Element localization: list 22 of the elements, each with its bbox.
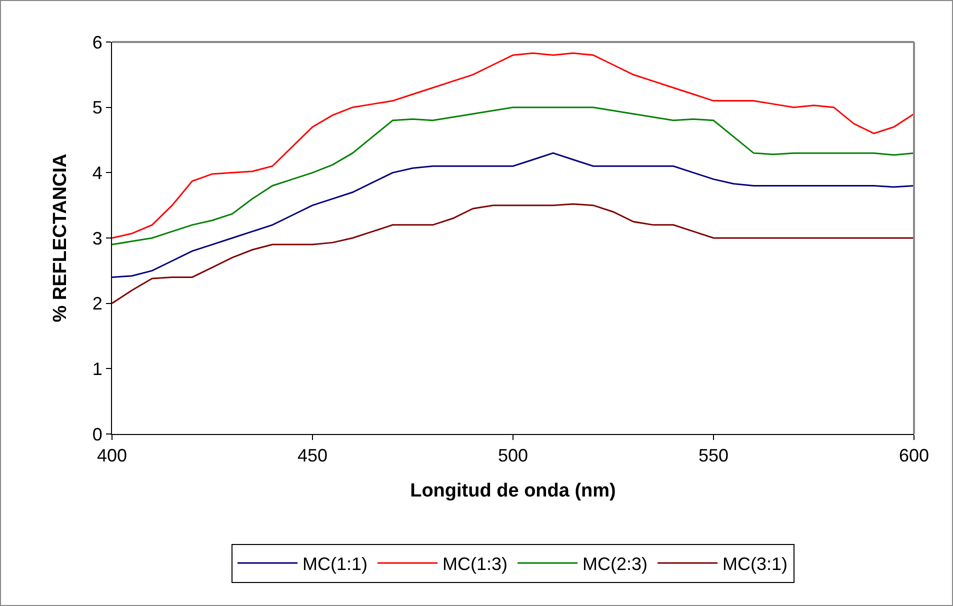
legend-label: MC(2:3) xyxy=(582,554,648,574)
y-tick-label: 2 xyxy=(92,294,102,314)
y-tick-label: 5 xyxy=(92,98,102,118)
y-tick-label: 3 xyxy=(92,228,102,248)
x-tick-label: 600 xyxy=(898,446,930,466)
x-tick-label: 500 xyxy=(498,446,528,466)
y-tick-label: 6 xyxy=(92,32,102,52)
y-tick-label: 0 xyxy=(92,424,102,444)
x-tick-label: 450 xyxy=(297,446,328,466)
legend-label: MC(3:1) xyxy=(722,554,788,574)
y-axis-title: % REFLECTANCIA xyxy=(50,153,72,322)
line-series xyxy=(112,106,914,246)
x-tick-label: 550 xyxy=(698,446,729,466)
y-tick-label: 4 xyxy=(92,162,102,183)
line-series xyxy=(112,152,914,278)
line-series xyxy=(112,203,914,304)
y-tick-label: 1 xyxy=(92,358,102,379)
x-axis-title: Longitud de onda (nm) xyxy=(410,480,616,502)
x-tick-label: 400 xyxy=(96,446,128,466)
line-series xyxy=(112,52,914,239)
legend-label: MC(1:1) xyxy=(302,554,368,574)
legend-label: MC(1:3) xyxy=(442,554,508,574)
